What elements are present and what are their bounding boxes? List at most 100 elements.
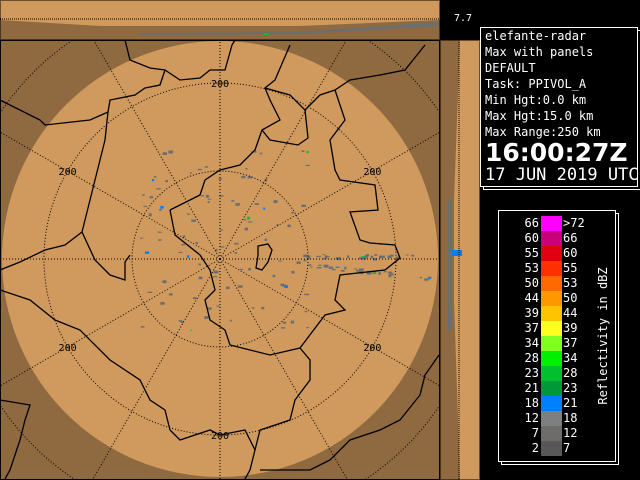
legend-high-value: 28 (563, 366, 578, 380)
legend-low-value: 60 (524, 231, 539, 245)
echo-pixel (254, 203, 259, 205)
echo-pixel (156, 188, 161, 190)
echo-pixel (190, 329, 193, 331)
legend-row: 23 28 (499, 366, 589, 381)
echo-pixel (247, 176, 253, 179)
legend-low-value: 53 (524, 261, 539, 275)
echo-pixel (282, 321, 287, 324)
echo-pixel (264, 178, 267, 182)
legend-swatch (541, 261, 562, 276)
echo-pixel (316, 255, 322, 258)
echo-returns (140, 150, 432, 331)
echo-pixel (215, 248, 218, 252)
echo-pixel (411, 254, 415, 257)
echo-pixel (231, 200, 235, 202)
echo-pixel (378, 255, 382, 259)
echo-pixel (380, 255, 386, 258)
legend-high-value: 55 (563, 261, 578, 275)
echo-pixel (229, 319, 233, 322)
echo-pixel (303, 254, 308, 258)
echo-pixel (204, 166, 209, 168)
legend-high-value: 21 (563, 396, 578, 410)
legend-low-value: 12 (524, 411, 539, 425)
legend-low-value: 55 (524, 246, 539, 260)
echo-pixel (378, 271, 381, 275)
echo-pixel (147, 291, 153, 293)
echo-pixel (207, 307, 212, 310)
echo-pixel (306, 327, 309, 329)
legend-low-value: 7 (531, 426, 539, 440)
echo-pixel (301, 204, 307, 207)
echo-pixel (189, 172, 193, 174)
product-config: DEFAULT (485, 61, 536, 75)
echo-pixel (373, 257, 377, 261)
legend-swatch (541, 246, 562, 261)
echo-pixel (193, 297, 197, 300)
echo-pixel (388, 274, 392, 278)
echo-pixel (281, 284, 287, 287)
echo-pixel (278, 260, 283, 262)
echo-pixel (186, 213, 190, 215)
legend-high-value: 7 (563, 441, 571, 455)
echo-pixel (305, 164, 310, 167)
range-ring (367, 40, 440, 114)
info-panel: elefante-radar Max with panels DEFAULT T… (480, 27, 639, 187)
echo-pixel (318, 264, 322, 266)
echo-pixel (198, 263, 201, 266)
legend-row: 44 50 (499, 291, 589, 306)
echo-pixel (291, 212, 294, 214)
echo-pixel (160, 302, 165, 305)
echo-pixel (148, 213, 152, 217)
legend-swatch (541, 336, 562, 351)
echo-pixel (358, 257, 363, 260)
legend-row: 66 >72 (499, 216, 589, 231)
echo-pixel (237, 285, 243, 288)
echo-pixel (178, 251, 183, 254)
echo-pixel (291, 270, 295, 274)
legend-high-value: 18 (563, 411, 578, 425)
legend-high-value: 39 (563, 321, 578, 335)
radar-display[interactable]: 200 200 200 200 200 200 (0, 0, 480, 480)
echo-pixel (361, 256, 366, 258)
ppi-map[interactable]: 200 200 200 200 200 200 (0, 40, 440, 480)
echo-pixel (388, 273, 394, 276)
echo-pixel (335, 266, 340, 268)
legend-low-value: 18 (524, 396, 539, 410)
echo-pixel (361, 257, 367, 260)
echo-pixel (326, 256, 330, 258)
legend-swatch (541, 216, 562, 231)
echo-pixel (153, 175, 157, 178)
echo-pixel (347, 255, 350, 259)
legend-low-value: 34 (524, 336, 539, 350)
echo-pixel (140, 326, 145, 328)
echo-pixel (324, 256, 328, 260)
echo-pixel (335, 257, 338, 260)
echo-pixel (244, 227, 248, 231)
echo-pixel (247, 216, 251, 220)
legend-low-value: 21 (524, 381, 539, 395)
echo-pixel (157, 231, 162, 233)
echo-pixel (241, 175, 246, 179)
echo-pixel (290, 320, 294, 324)
echo-pixel (396, 256, 399, 259)
echo-pixel (178, 320, 182, 322)
legend-high-value: 53 (563, 276, 578, 290)
echo-pixel (218, 178, 223, 180)
echo-pixel (261, 306, 265, 310)
legend-row: 50 53 (499, 276, 589, 291)
echo-pixel (168, 150, 173, 154)
legend-high-value: 44 (563, 306, 578, 320)
range-ring-label: 200 (211, 431, 229, 442)
legend-row: 60 66 (499, 231, 589, 246)
echo-pixel (198, 276, 203, 280)
echo-pixel (370, 255, 374, 259)
echo-pixel (205, 194, 209, 198)
top-cross-section-panel (0, 0, 440, 40)
echo-pixel (216, 305, 220, 307)
legend-low-value: 39 (524, 306, 539, 320)
legend-swatch (541, 276, 562, 291)
range-ring-label: 200 (211, 79, 229, 90)
echo-pixel (373, 270, 376, 274)
radar-name: elefante-radar (485, 29, 587, 43)
